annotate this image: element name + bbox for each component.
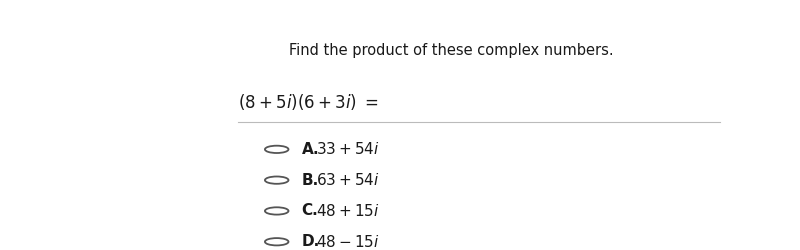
Text: $63 + 54i$: $63 + 54i$	[316, 172, 379, 188]
Text: Find the product of these complex numbers.: Find the product of these complex number…	[289, 44, 614, 59]
Text: $33 + 54i$: $33 + 54i$	[316, 141, 379, 157]
Text: D.: D.	[302, 234, 320, 249]
Text: C.: C.	[302, 204, 318, 218]
Text: $(8 + 5i)(6 + 3i)\ =$: $(8 + 5i)(6 + 3i)\ =$	[238, 92, 378, 112]
Text: A.: A.	[302, 142, 319, 157]
Text: $48 + 15i$: $48 + 15i$	[316, 203, 379, 219]
Text: $48 - 15i$: $48 - 15i$	[316, 234, 379, 250]
Text: B.: B.	[302, 173, 318, 188]
